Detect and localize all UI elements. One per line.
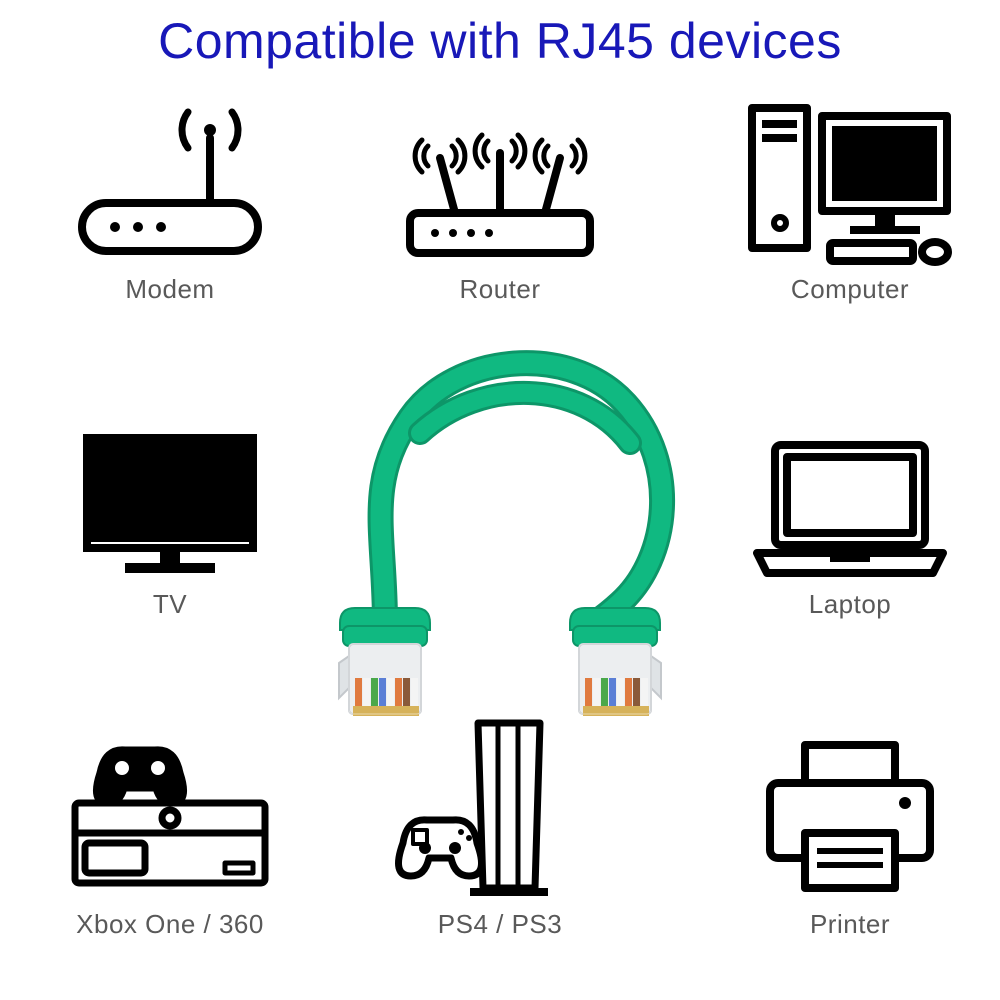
tv-label: TV	[40, 589, 300, 620]
modem-label: Modem	[40, 274, 300, 305]
laptop-icon	[720, 413, 980, 583]
device-xbox: Xbox One / 360	[30, 733, 310, 940]
device-ps: PS4 / PS3	[360, 733, 640, 940]
computer-label: Computer	[720, 274, 980, 305]
router-label: Router	[370, 274, 630, 305]
device-tv: TV	[40, 413, 300, 620]
device-modem: Modem	[40, 98, 300, 305]
printer-label: Printer	[720, 909, 980, 940]
device-router: Router	[370, 98, 630, 305]
device-computer: Computer	[720, 98, 980, 305]
ps-icon	[360, 733, 640, 903]
device-grid: Modem	[0, 78, 1000, 998]
computer-icon	[720, 98, 980, 268]
xbox-label: Xbox One / 360	[30, 909, 310, 940]
device-laptop: Laptop	[720, 413, 980, 620]
page-title: Compatible with RJ45 devices	[0, 0, 1000, 78]
modem-icon	[40, 98, 300, 268]
tv-icon	[40, 413, 300, 583]
laptop-label: Laptop	[720, 589, 980, 620]
printer-icon	[720, 733, 980, 903]
ethernet-cable-icon	[270, 323, 730, 743]
xbox-icon	[30, 733, 310, 903]
ps-label: PS4 / PS3	[360, 909, 640, 940]
device-printer: Printer	[720, 733, 980, 940]
router-icon	[370, 98, 630, 268]
